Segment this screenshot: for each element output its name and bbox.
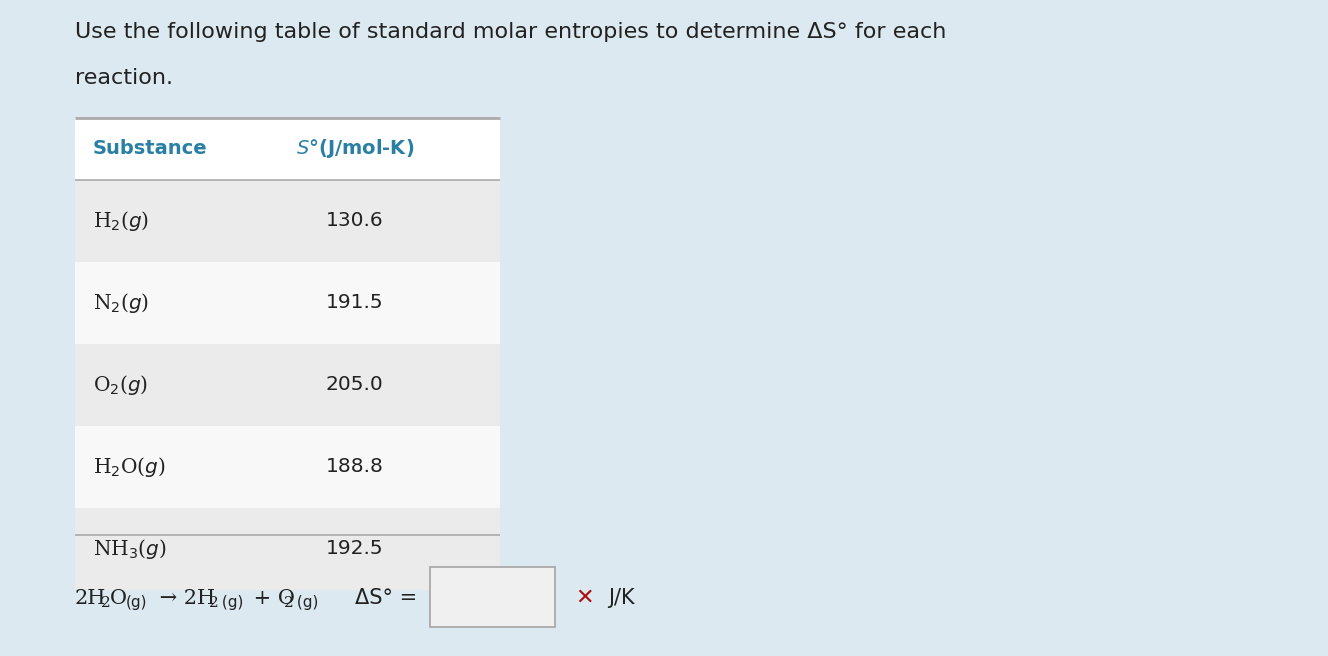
Text: O: O bbox=[110, 588, 127, 607]
Text: (g): (g) bbox=[292, 596, 319, 611]
Text: 192.5: 192.5 bbox=[325, 539, 384, 558]
Text: NH$_3$($g$): NH$_3$($g$) bbox=[93, 537, 167, 561]
Text: 2: 2 bbox=[101, 596, 110, 610]
Text: N$_2$($g$): N$_2$($g$) bbox=[93, 291, 149, 315]
Text: 188.8: 188.8 bbox=[325, 457, 384, 476]
Text: Use the following table of standard molar entropies to determine ΔS° for each: Use the following table of standard mola… bbox=[74, 22, 947, 42]
Bar bbox=[74, 344, 501, 426]
Text: → 2H: → 2H bbox=[153, 588, 215, 607]
Bar bbox=[74, 508, 501, 590]
Text: 191.5: 191.5 bbox=[325, 293, 384, 312]
Text: 2: 2 bbox=[284, 596, 293, 610]
Bar bbox=[74, 262, 501, 344]
Text: reaction.: reaction. bbox=[74, 68, 173, 88]
Text: O$_2$($g$): O$_2$($g$) bbox=[93, 373, 149, 397]
Bar bbox=[74, 180, 501, 262]
Bar bbox=[430, 567, 555, 627]
Text: Substance: Substance bbox=[93, 140, 207, 159]
Text: 2: 2 bbox=[208, 596, 219, 610]
Text: $S$°(J/mol-K): $S$°(J/mol-K) bbox=[296, 138, 414, 161]
Text: 130.6: 130.6 bbox=[325, 211, 384, 230]
Bar bbox=[74, 426, 501, 508]
Text: H$_2$O($g$): H$_2$O($g$) bbox=[93, 455, 166, 479]
Text: ΔS° =: ΔS° = bbox=[355, 588, 417, 608]
Text: (g): (g) bbox=[216, 596, 243, 611]
Text: + O: + O bbox=[247, 588, 295, 607]
Bar bbox=[74, 118, 501, 180]
Text: 2H: 2H bbox=[74, 588, 106, 607]
Text: H$_2$($g$): H$_2$($g$) bbox=[93, 209, 149, 233]
Text: ✕: ✕ bbox=[575, 588, 594, 608]
Text: J/K: J/K bbox=[608, 588, 635, 608]
Text: 205.0: 205.0 bbox=[325, 375, 384, 394]
Text: (g): (g) bbox=[126, 596, 147, 611]
Bar bbox=[74, 118, 501, 535]
